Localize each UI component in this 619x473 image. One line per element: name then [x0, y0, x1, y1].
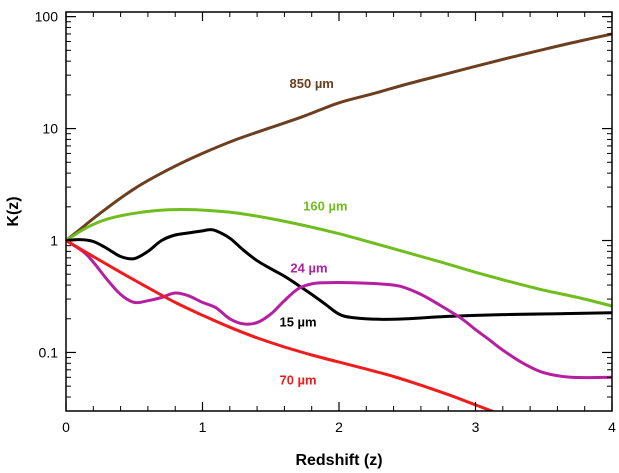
y-axis-title: K(z) — [5, 196, 22, 226]
series-line-1 — [66, 208, 612, 308]
x-axis-title: Redshift (z) — [295, 452, 382, 469]
y-tick-label: 100 — [35, 9, 59, 25]
ticks-layer: 0 1 2 3 4 0.1 1 10 100 — [35, 9, 616, 435]
x-tick-label: 2 — [335, 419, 343, 435]
x-tick-label: 0 — [62, 419, 70, 435]
series-label-1: 160 µm — [303, 199, 347, 214]
series-label-0: 850 µm — [290, 76, 334, 91]
series-line-3 — [66, 239, 612, 380]
x-tick-label: 1 — [199, 419, 207, 435]
series-line-0 — [66, 32, 612, 242]
series-line-2 — [66, 228, 612, 321]
y-tick-label: 0.1 — [39, 344, 59, 360]
x-tick-label: 3 — [472, 419, 480, 435]
y-tick-label: 1 — [50, 233, 58, 249]
series-label-2: 15 µm — [279, 315, 316, 330]
series-layer — [66, 32, 612, 411]
plot-frame — [65, 11, 613, 412]
labels-layer: 850 µm 160 µm 15 µm 24 µm 70 µm — [279, 76, 347, 387]
series-line-4 — [66, 239, 496, 411]
x-tick-label: 4 — [608, 419, 616, 435]
series-label-3: 24 µm — [290, 260, 327, 275]
series-label-4: 70 µm — [279, 372, 316, 387]
y-tick-label: 10 — [42, 121, 58, 137]
